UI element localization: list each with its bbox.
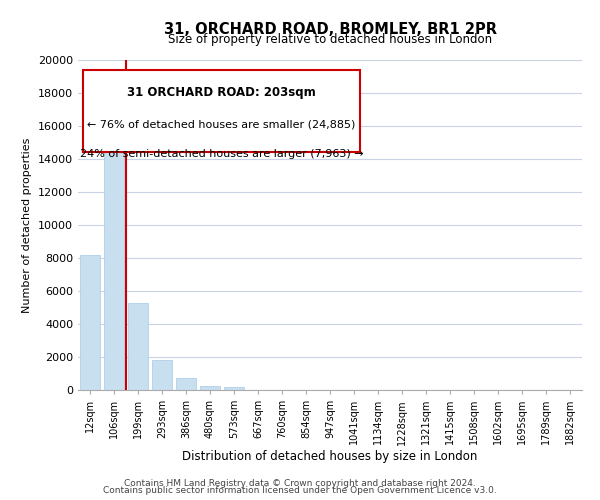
Bar xyxy=(128,302,148,390)
Bar xyxy=(176,378,196,390)
Text: 31, ORCHARD ROAD, BROMLEY, BR1 2PR: 31, ORCHARD ROAD, BROMLEY, BR1 2PR xyxy=(163,22,497,38)
FancyBboxPatch shape xyxy=(83,70,360,152)
Text: 24% of semi-detached houses are larger (7,963) →: 24% of semi-detached houses are larger (… xyxy=(80,149,364,159)
Y-axis label: Number of detached properties: Number of detached properties xyxy=(22,138,32,312)
Bar xyxy=(200,386,220,390)
Bar xyxy=(104,118,124,390)
Bar xyxy=(224,386,244,390)
Text: 31 ORCHARD ROAD: 203sqm: 31 ORCHARD ROAD: 203sqm xyxy=(127,86,316,100)
Text: ← 76% of detached houses are smaller (24,885): ← 76% of detached houses are smaller (24… xyxy=(88,120,356,130)
X-axis label: Distribution of detached houses by size in London: Distribution of detached houses by size … xyxy=(182,450,478,463)
Text: Size of property relative to detached houses in London: Size of property relative to detached ho… xyxy=(168,32,492,46)
Bar xyxy=(152,360,172,390)
Text: Contains HM Land Registry data © Crown copyright and database right 2024.: Contains HM Land Registry data © Crown c… xyxy=(124,478,476,488)
Text: Contains public sector information licensed under the Open Government Licence v3: Contains public sector information licen… xyxy=(103,486,497,495)
Bar xyxy=(80,254,100,390)
